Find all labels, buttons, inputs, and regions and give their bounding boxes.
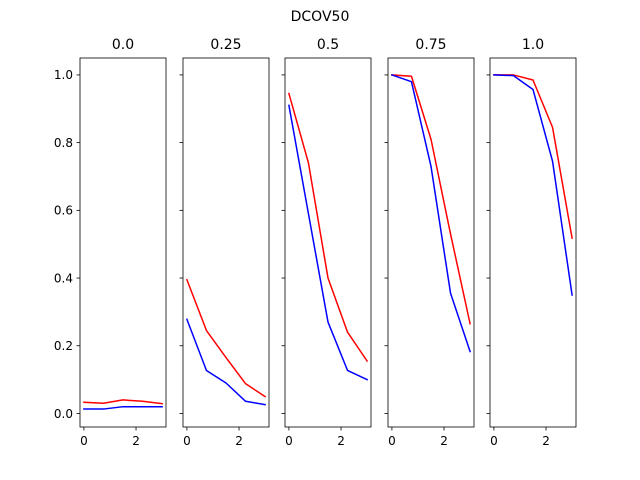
series-line-red: [287, 92, 369, 363]
panel-2: 0.25 0 2: [179, 37, 270, 448]
x-tick-label: 2: [337, 434, 345, 448]
panel-title: 1.0: [522, 37, 544, 53]
series-line-red: [391, 74, 471, 325]
x-tick-label: 0: [285, 434, 293, 448]
series-line-blue: [493, 74, 573, 296]
axes-frame: [489, 57, 577, 428]
x-tick-label: 0: [80, 434, 88, 448]
panel-4: 0.75 0 2: [384, 37, 475, 448]
series-line-blue: [390, 73, 472, 353]
y-tick-label: 0.0: [54, 407, 73, 421]
panel-title: 0.5: [317, 37, 339, 53]
y-tick-label: 0.6: [54, 204, 73, 218]
y-tick-label: 1.0: [54, 68, 73, 82]
axes-frame: [182, 57, 270, 428]
axes-frame: [284, 57, 372, 428]
series-line-blue: [288, 104, 369, 381]
x-tick-label: 2: [235, 434, 243, 448]
y-tick-label: 0.8: [54, 136, 73, 150]
panel-title: 0.25: [210, 37, 241, 53]
axes-frame: [79, 57, 167, 428]
series-line-red: [185, 278, 267, 398]
x-tick-label: 0: [490, 434, 498, 448]
x-tick-label: 2: [542, 434, 550, 448]
x-tick-label: 2: [440, 434, 448, 448]
panel-3: 0.5 0 2: [281, 37, 372, 448]
panel-title: 0.0: [112, 37, 134, 53]
series-line-blue: [185, 318, 266, 406]
x-tick-label: 0: [388, 434, 396, 448]
panel-title: 0.75: [415, 37, 446, 53]
panel-1: 0.0 0.0 0.2 0.4 0.6 0.8 1.0 0 2: [54, 37, 167, 448]
series-line-red: [83, 399, 163, 405]
panel-5: 1.0 0 2: [486, 37, 577, 448]
x-tick-label: 2: [132, 434, 140, 448]
figure-title: DCOV50: [291, 9, 350, 25]
series-line-blue: [83, 405, 163, 410]
axes-frame: [387, 57, 475, 428]
y-tick-label: 0.4: [54, 271, 73, 285]
y-tick-label: 0.2: [54, 339, 73, 353]
x-tick-label: 0: [183, 434, 191, 448]
